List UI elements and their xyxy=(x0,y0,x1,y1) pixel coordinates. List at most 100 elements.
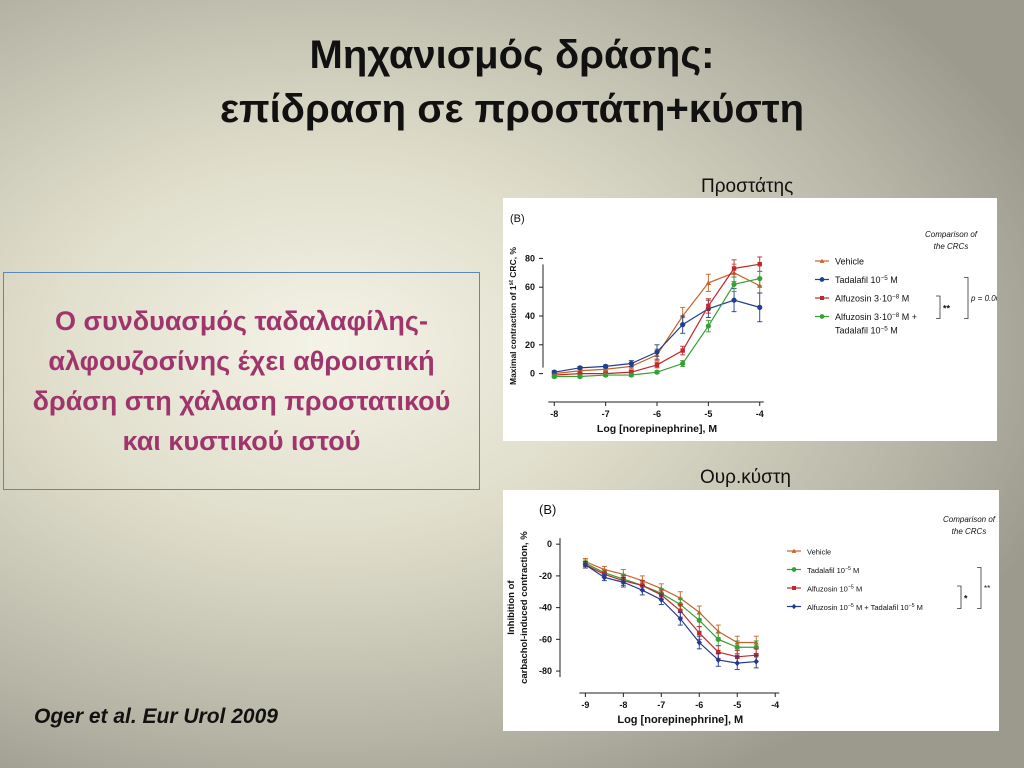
series-line xyxy=(554,299,760,373)
data-point xyxy=(603,366,609,372)
data-point xyxy=(577,365,583,371)
legend-marker xyxy=(819,277,825,282)
y-tick-label: -60 xyxy=(539,634,552,644)
data-point xyxy=(680,322,686,328)
caption-prostate: Προστάτης xyxy=(701,176,794,197)
x-axis-label: Log [norepinephrine], M xyxy=(597,423,717,435)
citation: Oger et al. Eur Urol 2009 xyxy=(34,705,278,728)
data-point xyxy=(757,261,762,267)
y-axis-label-line1: Inhibition of xyxy=(506,580,517,635)
significance-label-inner: * xyxy=(964,593,968,603)
data-point xyxy=(680,348,685,353)
legend-marker xyxy=(791,567,797,572)
data-point xyxy=(603,363,609,369)
significance-bracket-outer xyxy=(977,567,982,609)
summary-text: Ο συνδυασμός ταδαλαφίλης-αλφουζοσίνης έχ… xyxy=(32,306,451,456)
data-point xyxy=(577,373,583,380)
data-point xyxy=(696,639,702,646)
data-point xyxy=(577,371,583,376)
legend-marker xyxy=(791,603,797,610)
data-point xyxy=(731,281,737,287)
summary-box: Ο συνδυασμός ταδαλαφίλης-αλφουζοσίνης έχ… xyxy=(3,272,480,490)
legend-item-1: Vehicle xyxy=(787,548,831,557)
legend-label: Vehicle xyxy=(807,548,831,557)
legend-label: Alfuzosin 10−5 M xyxy=(807,585,862,594)
y-axis-label-line2: carbachol-induced contraction, % xyxy=(519,531,530,684)
series-line xyxy=(585,561,757,644)
significance-bracket-outer xyxy=(964,277,969,319)
data-point xyxy=(639,587,645,594)
x-tick-label: -8 xyxy=(550,409,558,419)
legend-item-3: Alfuzosin 3·10−8 M xyxy=(815,293,909,304)
data-point xyxy=(654,369,660,375)
data-point xyxy=(757,275,763,282)
panel-label: (B) xyxy=(510,213,525,225)
data-point xyxy=(696,609,702,615)
y-tick-label: 60 xyxy=(525,282,535,292)
series-line xyxy=(585,562,757,648)
data-point xyxy=(705,323,711,329)
legend-marker xyxy=(792,586,796,590)
legend-marker xyxy=(819,314,825,319)
x-tick-label: -6 xyxy=(653,409,661,419)
x-axis-label: Log [norepinephrine], M xyxy=(617,714,743,726)
data-point xyxy=(696,617,702,623)
x-tick-label: -8 xyxy=(619,700,627,710)
legend-title-line2: the CRCs xyxy=(952,527,987,536)
x-tick-label: -5 xyxy=(733,700,741,710)
legend-item-4: Alfuzosin 3·10−8 M + Tadalafil 10−5 M xyxy=(815,312,917,336)
legend-marker xyxy=(820,296,824,300)
series-2 xyxy=(551,288,763,375)
data-point xyxy=(716,649,721,655)
significance-bracket-inner xyxy=(957,585,962,609)
y-axis-label: Maximal contraction of 1st CRC, % xyxy=(508,247,518,385)
legend-item-3: Alfuzosin 10−5 M xyxy=(787,585,862,594)
significance-label-outer: p = 0.06 xyxy=(970,294,997,303)
data-point xyxy=(654,349,660,355)
x-tick-label: -7 xyxy=(657,700,665,710)
data-point xyxy=(753,658,759,665)
legend-label: Tadalafil 10−5 M xyxy=(807,566,859,575)
legend-title-line2: the CRCs xyxy=(934,242,969,251)
slide-title: Μηχανισμός δράσης: επίδραση σε προστάτη+… xyxy=(0,28,1024,136)
panel-label: (B) xyxy=(539,502,556,517)
legend-label: Tadalafil 10−5 M xyxy=(835,275,898,286)
data-point xyxy=(757,304,763,310)
prostate-chart: (B) 0 20 40 60 80 -8 -7 -6 -5 -4 Log [norepinephrin… xyxy=(508,213,997,435)
data-point xyxy=(715,636,721,642)
series-1 xyxy=(582,557,759,650)
data-point xyxy=(715,628,721,634)
series-4 xyxy=(551,270,763,380)
data-point xyxy=(731,297,737,303)
data-point xyxy=(628,372,634,378)
data-point xyxy=(551,373,557,380)
data-point xyxy=(680,360,686,367)
series-line xyxy=(585,564,757,664)
legend-item-4: Alfuzosin 10−5 M + Tadalafil 10−5 M xyxy=(787,603,923,612)
significance-bracket-inner xyxy=(936,295,941,319)
legend-label: Alfuzosin 3·10−8 M xyxy=(835,293,909,304)
y-tick-label: 20 xyxy=(525,340,535,350)
data-point xyxy=(734,660,740,667)
x-tick-label: -9 xyxy=(581,700,589,710)
data-point xyxy=(734,644,740,650)
data-point xyxy=(731,266,737,271)
x-tick-label: -5 xyxy=(704,409,712,419)
legend-label-line2: Tadalafil 10−5 M xyxy=(835,325,898,336)
y-tick-label: 0 xyxy=(547,539,552,549)
y-tick-label: -80 xyxy=(539,666,552,676)
data-point xyxy=(658,596,664,603)
data-point xyxy=(628,360,634,367)
legend-item-1: Vehicle xyxy=(815,257,864,267)
slide-title-line1: Μηχανισμός δράσης: xyxy=(309,33,715,77)
legend-marker xyxy=(819,258,825,263)
x-tick-label: -7 xyxy=(602,409,610,419)
data-point xyxy=(601,574,607,581)
legend-item-2: Tadalafil 10−5 M xyxy=(787,566,859,575)
legend-title-line1: Comparison of xyxy=(925,230,978,239)
legend-title-line1: Comparison of xyxy=(943,515,996,524)
caption-bladder: Ουρ.κύστη xyxy=(700,467,791,488)
legend-label: Vehicle xyxy=(835,257,864,267)
y-tick-label: 0 xyxy=(530,369,535,379)
series-line xyxy=(585,564,757,658)
